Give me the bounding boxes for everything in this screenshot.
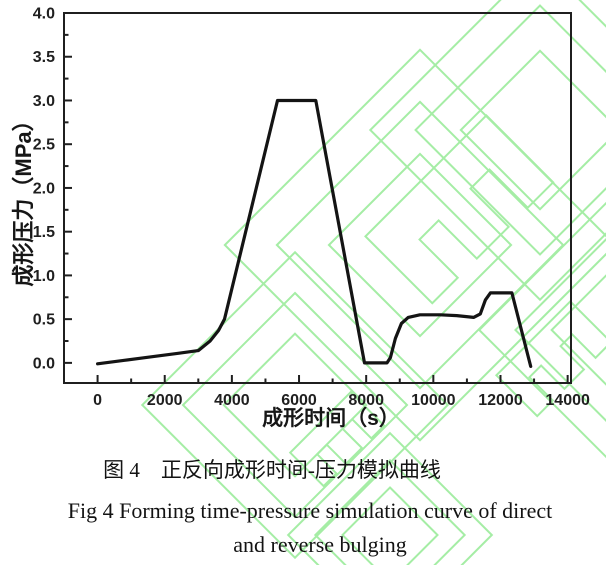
svg-text:3.5: 3.5 xyxy=(33,49,55,66)
svg-text:10000: 10000 xyxy=(411,392,456,409)
svg-text:4.0: 4.0 xyxy=(33,6,55,23)
caption-en-line2: and reverse bulging xyxy=(233,532,407,557)
svg-text:8000: 8000 xyxy=(348,392,384,409)
svg-text:2000: 2000 xyxy=(147,392,183,409)
svg-text:1.5: 1.5 xyxy=(33,224,55,241)
svg-text:0: 0 xyxy=(93,392,102,409)
svg-text:12000: 12000 xyxy=(478,392,523,409)
svg-text:6000: 6000 xyxy=(281,392,317,409)
svg-text:0.0: 0.0 xyxy=(33,355,55,372)
chart-plot: 0 2000 4000 6000 8000 10000 12000 14000 0.0 0.5 1.… xyxy=(33,6,590,410)
svg-text:3.0: 3.0 xyxy=(33,93,55,110)
caption-en-line1: Fig 4 Forming time-pressure simulation c… xyxy=(67,498,553,523)
x-axis-title: 成形时间（s） xyxy=(262,407,400,430)
svg-text:14000: 14000 xyxy=(545,392,590,409)
y-axis-title: 成形压力（MPa） xyxy=(11,109,36,287)
svg-text:2.0: 2.0 xyxy=(33,180,55,197)
svg-text:0.5: 0.5 xyxy=(33,312,55,329)
svg-text:1.0: 1.0 xyxy=(33,268,55,285)
svg-text:2.5: 2.5 xyxy=(33,137,55,154)
svg-text:4000: 4000 xyxy=(214,392,250,409)
caption-cn: 图 4 正反向成形时间-压力模拟曲线 xyxy=(103,458,441,482)
